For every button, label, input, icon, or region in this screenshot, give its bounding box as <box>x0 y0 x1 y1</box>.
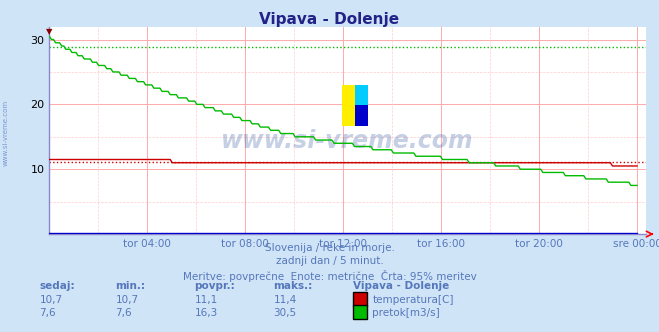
Text: Meritve: povprečne  Enote: metrične  Črta: 95% meritev: Meritve: povprečne Enote: metrične Črta:… <box>183 270 476 282</box>
Text: www.si-vreme.com: www.si-vreme.com <box>2 100 9 166</box>
Text: 11,1: 11,1 <box>194 295 217 305</box>
Text: 30,5: 30,5 <box>273 308 297 318</box>
Text: Slovenija / reke in morje.: Slovenija / reke in morje. <box>264 243 395 253</box>
Text: Vipava - Dolenje: Vipava - Dolenje <box>260 12 399 27</box>
Text: 7,6: 7,6 <box>115 308 132 318</box>
Bar <box>355 85 368 106</box>
Text: 10,7: 10,7 <box>115 295 138 305</box>
Text: sedaj:: sedaj: <box>40 281 75 291</box>
Bar <box>355 106 368 126</box>
Text: 11,4: 11,4 <box>273 295 297 305</box>
Text: temperatura[C]: temperatura[C] <box>372 295 454 305</box>
Text: Vipava - Dolenje: Vipava - Dolenje <box>353 281 449 291</box>
Text: 16,3: 16,3 <box>194 308 217 318</box>
Text: povpr.:: povpr.: <box>194 281 235 291</box>
Text: 10,7: 10,7 <box>40 295 63 305</box>
Text: zadnji dan / 5 minut.: zadnji dan / 5 minut. <box>275 256 384 266</box>
Bar <box>341 85 355 126</box>
Text: min.:: min.: <box>115 281 146 291</box>
Text: www.si-vreme.com: www.si-vreme.com <box>221 129 474 153</box>
Text: maks.:: maks.: <box>273 281 313 291</box>
Text: ▼: ▼ <box>46 27 53 36</box>
Text: 7,6: 7,6 <box>40 308 56 318</box>
Text: pretok[m3/s]: pretok[m3/s] <box>372 308 440 318</box>
